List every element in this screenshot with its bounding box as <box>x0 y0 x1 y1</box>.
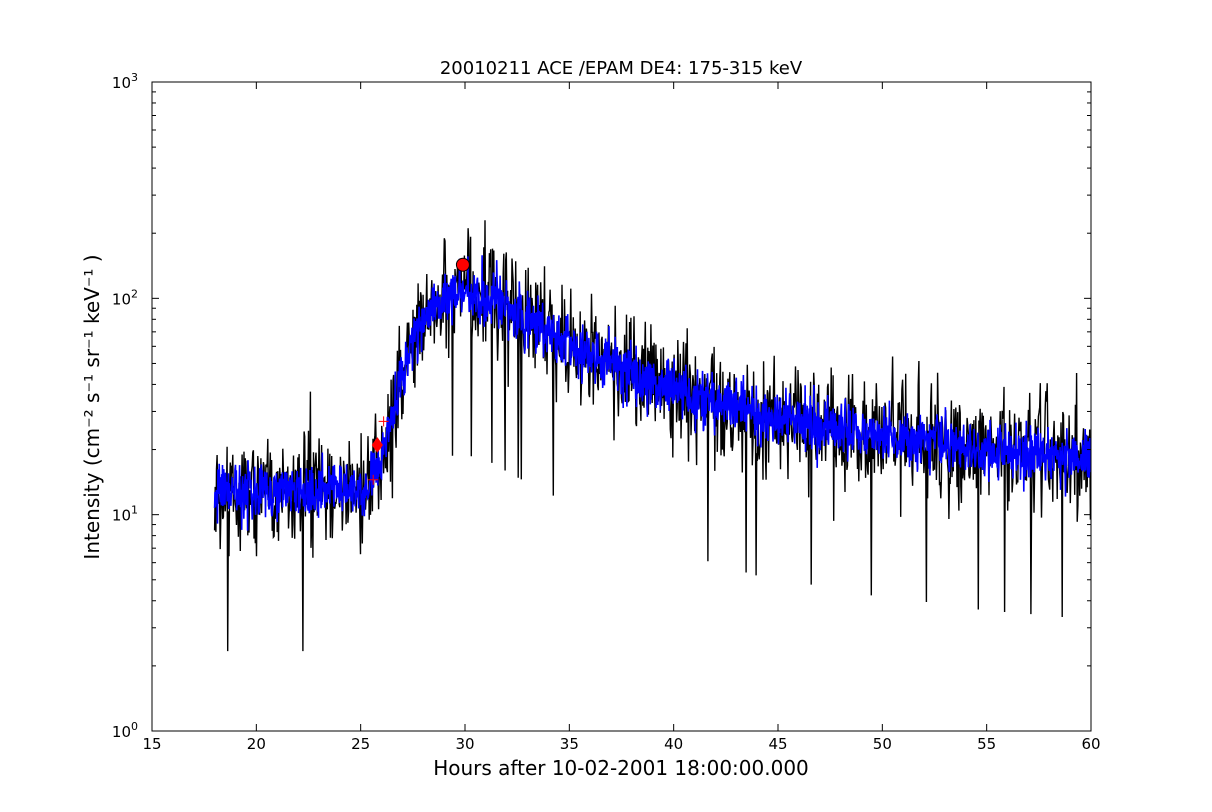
x-tick-label: 30 <box>455 735 474 753</box>
plot-frame <box>151 81 1092 732</box>
x-tick-label: 20 <box>247 735 266 753</box>
y-tick-label: 103 <box>112 71 138 92</box>
smoothed-intensity-series <box>213 255 1091 531</box>
x-tick-label: 45 <box>768 735 787 753</box>
y-tick-label: 100 <box>112 720 138 741</box>
series-layer <box>213 220 1091 652</box>
peak-marker <box>455 257 470 272</box>
y-tick-label: 102 <box>112 287 138 308</box>
x-axis-ticks: 15 20 25 30 35 40 45 50 55 60 <box>142 82 1101 753</box>
x-tick-label: 50 <box>873 735 892 753</box>
x-tick-label: 40 <box>664 735 683 753</box>
marker-layer <box>368 257 470 485</box>
plus-marker <box>368 474 379 485</box>
x-tick-label: 60 <box>1081 735 1100 753</box>
x-tick-label: 15 <box>142 735 161 753</box>
y-axis-ticks: 100 101 102 103 <box>112 71 1091 741</box>
onset-marker <box>371 437 383 453</box>
x-tick-label: 35 <box>560 735 579 753</box>
y-tick-label: 101 <box>112 504 138 525</box>
plot-area <box>151 81 1092 732</box>
chart-title: 20010211 ACE /EPAM DE4: 175-315 keV <box>440 58 803 79</box>
x-axis-label: Hours after 10-02-2001 18:00:00.000 <box>433 756 809 780</box>
y-axis-label: Intensity (cm⁻² s⁻¹ sr⁻¹ keV⁻¹ ) <box>80 254 104 559</box>
x-tick-label: 55 <box>977 735 996 753</box>
x-tick-label: 25 <box>351 735 370 753</box>
plus-marker <box>378 416 389 427</box>
